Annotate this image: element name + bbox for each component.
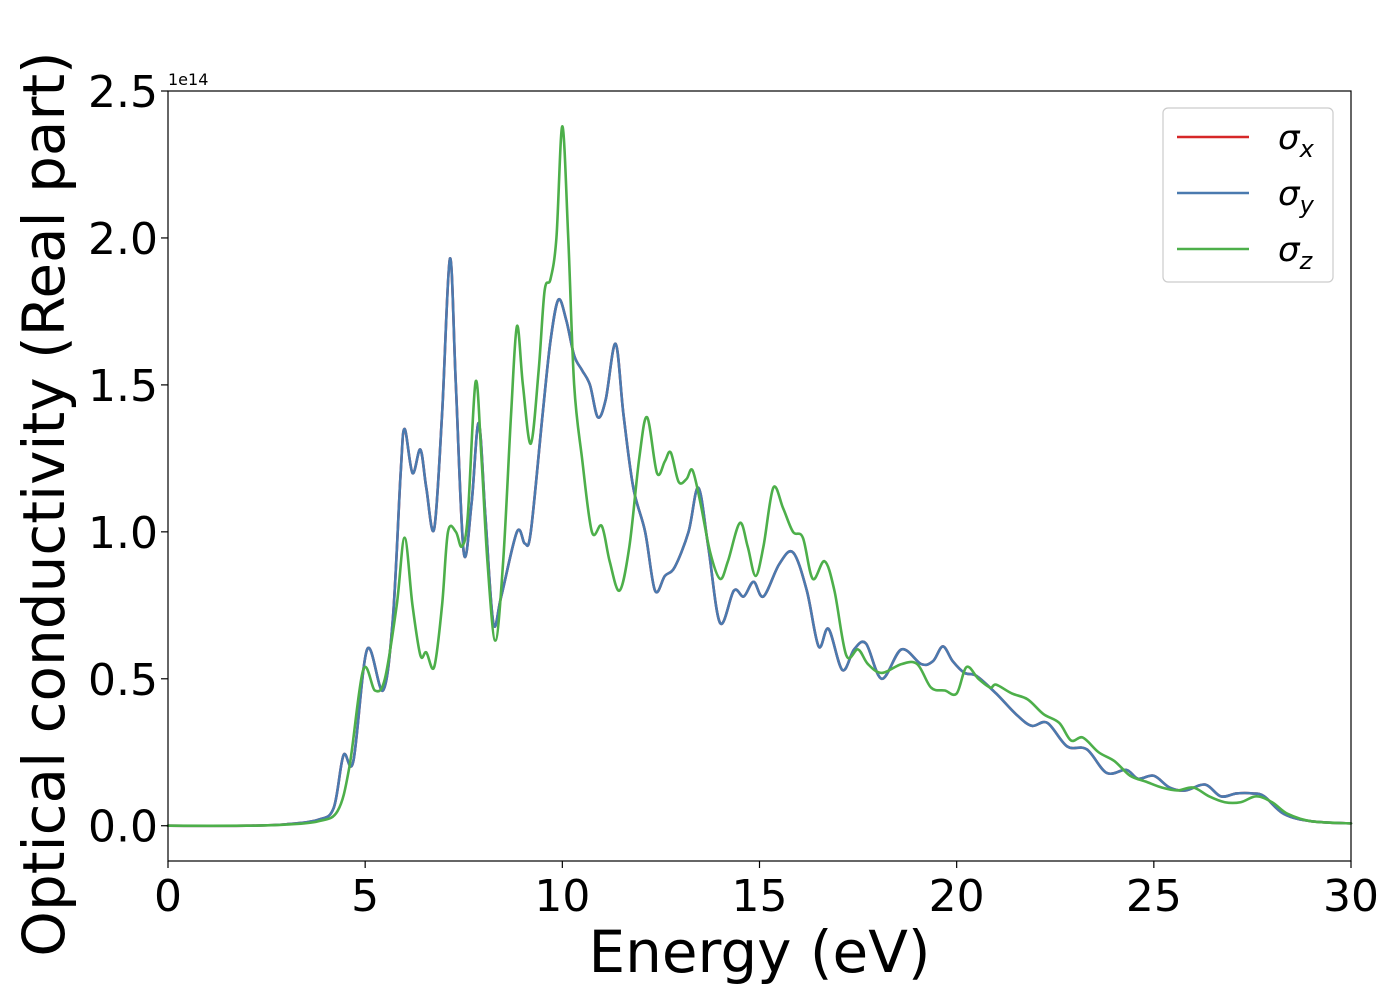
series-line-y xyxy=(166,257,1353,828)
x-tick-label: 10 xyxy=(534,871,590,922)
x-axis-title: Energy (eV) xyxy=(588,918,930,986)
x-axis: 0 5 10 15 20 25 30 xyxy=(154,861,1379,922)
y-axis: 0.0 0.5 1.0 1.5 2.0 2.5 xyxy=(88,67,168,853)
x-tick-label: 20 xyxy=(929,871,985,922)
legend-label-z: σz xyxy=(1278,230,1314,275)
x-tick-label: 0 xyxy=(154,871,182,922)
x-tick-label: 30 xyxy=(1323,871,1379,922)
y-tick-label: 2.5 xyxy=(88,67,158,118)
y-tick-label: 1.5 xyxy=(88,361,158,412)
legend: σx σy σz xyxy=(1162,107,1334,283)
y-axis-title: Optical conductivity (Real part) xyxy=(10,51,78,956)
y-offset-label: 1e14 xyxy=(168,70,208,89)
x-tick-label: 25 xyxy=(1126,871,1182,922)
series-layer xyxy=(166,124,1353,828)
y-tick-label: 0.0 xyxy=(88,802,158,853)
legend-label-x: σx xyxy=(1278,118,1315,163)
y-tick-label: 0.5 xyxy=(88,655,158,706)
series-line-z xyxy=(166,124,1353,828)
y-tick-label: 2.0 xyxy=(88,214,158,265)
x-tick-label: 15 xyxy=(732,871,788,922)
x-tick-label: 5 xyxy=(351,871,379,922)
legend-box xyxy=(1162,107,1334,283)
legend-label-y: σy xyxy=(1278,174,1315,219)
y-tick-label: 1.0 xyxy=(88,508,158,559)
